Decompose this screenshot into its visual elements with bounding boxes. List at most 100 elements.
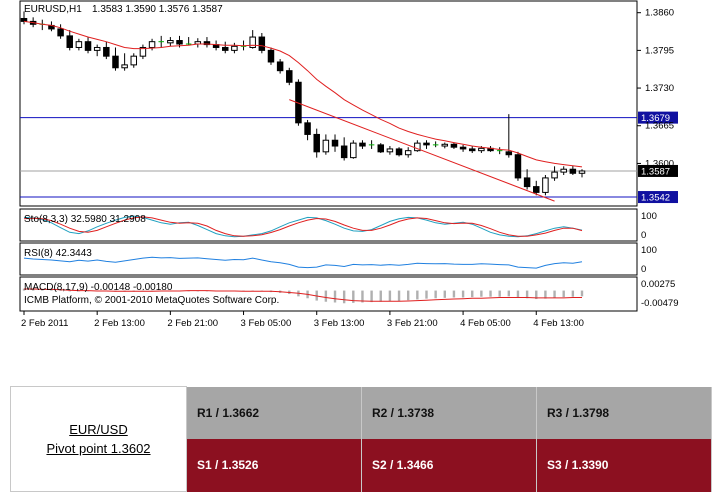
candle-body-bear [533, 186, 540, 193]
candle [313, 128, 320, 158]
macd-bar [516, 290, 520, 298]
macd-bar [333, 290, 337, 303]
candle [222, 41, 229, 54]
macd-bar [525, 290, 529, 299]
candle-body-bear [359, 142, 366, 147]
time-tick-label: 4 Feb 05:00 [460, 318, 511, 329]
macd-bar [68, 290, 71, 292]
candle-body-bull [130, 55, 138, 66]
candle [75, 38, 83, 51]
candle-body-bull [148, 41, 156, 48]
candle [459, 144, 467, 152]
candle [20, 11, 28, 25]
s2-cell: S2 / 1.3466 [361, 439, 537, 492]
macd-bar [544, 290, 547, 299]
candle [368, 140, 375, 149]
macd-bar [379, 290, 382, 302]
candle [432, 141, 439, 148]
candle [395, 147, 403, 157]
candle [267, 47, 275, 65]
candle [496, 147, 503, 155]
r2-cell: R2 / 1.3738 [361, 386, 537, 439]
rsi-tick-low: 0 [641, 264, 646, 275]
candle-body-bull [75, 41, 83, 48]
candle [130, 53, 138, 68]
candle-body-bull [441, 143, 449, 147]
candle-body-bull [386, 148, 394, 153]
candle-body-bull [478, 147, 485, 152]
candle [103, 41, 110, 60]
macd-signal-line [24, 288, 582, 302]
candle [533, 180, 540, 196]
candle-body-bear [468, 148, 476, 152]
time-tick-label: 4 Feb 13:00 [533, 318, 584, 329]
macd-bar [342, 290, 346, 304]
macd-bar [50, 289, 53, 291]
candle [286, 67, 293, 86]
r3-cell: R3 / 1.3798 [536, 386, 712, 439]
pair-cell: EUR/USD Pivot point 1.3602 [10, 386, 187, 492]
symbol-label: EURUSD,H1 [24, 4, 82, 15]
macd-bar [562, 290, 565, 298]
macd-bar [580, 290, 584, 297]
candle [231, 42, 238, 54]
candle-body-bear [286, 70, 293, 83]
rsi-line [23, 256, 583, 269]
current-price-box [638, 164, 678, 177]
pivot-label: Pivot point 1.3602 [46, 441, 151, 456]
candle [569, 165, 577, 176]
candle [414, 140, 421, 152]
macd-bar [461, 290, 465, 298]
candle-body-bull [414, 142, 421, 152]
current-price-label: 1.3587 [641, 166, 670, 177]
candle [57, 24, 64, 39]
macd-bar [361, 290, 364, 303]
macd-bar [370, 290, 373, 303]
copyright-text: ICMB Platform, © 2001-2010 MetaQuotes So… [24, 295, 279, 306]
candle-body-bear [66, 35, 73, 48]
pivot-table: EUR/USD Pivot point 1.3602 R1 / 1.3662 R… [10, 386, 712, 492]
macd-tick-high: 0.00275 [641, 279, 675, 290]
macd-bar [41, 289, 44, 291]
candle [523, 169, 531, 190]
pair-label: EUR/USD [69, 422, 128, 437]
candle [450, 142, 458, 149]
price-axis: 1.3860 1.3795 1.3730 1.3665 1.3600 [637, 8, 674, 169]
candle [258, 32, 266, 54]
time-tick-label: 2 Feb 21:00 [167, 318, 218, 329]
macd-tick-low: -0.00479 [641, 298, 679, 309]
candle-body-bull [322, 139, 330, 153]
candle-body-bear [313, 133, 320, 153]
stochastic-tick-high: 100 [641, 211, 657, 222]
candle-body-bull [560, 168, 567, 173]
candle-body-bear [276, 61, 284, 72]
candle [350, 140, 357, 159]
candle-body-bear [423, 142, 430, 146]
candle [185, 37, 192, 46]
candle-body-bear [340, 145, 348, 159]
stochastic-tick-low: 0 [641, 230, 646, 241]
stochastic-signal-line [23, 216, 583, 237]
price-tick-label: 1.3665 [645, 121, 674, 132]
macd-bar [480, 290, 483, 297]
candle [359, 140, 366, 149]
candle-body-bear [304, 122, 311, 135]
level-lines: 1.3679 1.3542 1.3587 [20, 111, 678, 204]
macd-bar [406, 290, 410, 301]
macd-bar [553, 290, 556, 298]
candle [203, 37, 211, 48]
macd-bar [31, 289, 35, 291]
candles [20, 11, 586, 196]
macd-bar [59, 290, 62, 291]
candle-body-bear [377, 144, 384, 153]
candle-body-bull [578, 170, 586, 174]
time-axis: 2 Feb 2011 2 Feb 13:00 2 Feb 21:00 3 Feb 05… [21, 311, 584, 329]
candle [112, 47, 119, 71]
macd-bar [324, 290, 328, 302]
level-price-box [638, 191, 678, 204]
candle [551, 166, 558, 181]
time-tick-label: 2 Feb 13:00 [94, 318, 145, 329]
candle-body-bear [258, 36, 266, 51]
candle-body-bull [231, 45, 238, 51]
candle [167, 37, 174, 47]
